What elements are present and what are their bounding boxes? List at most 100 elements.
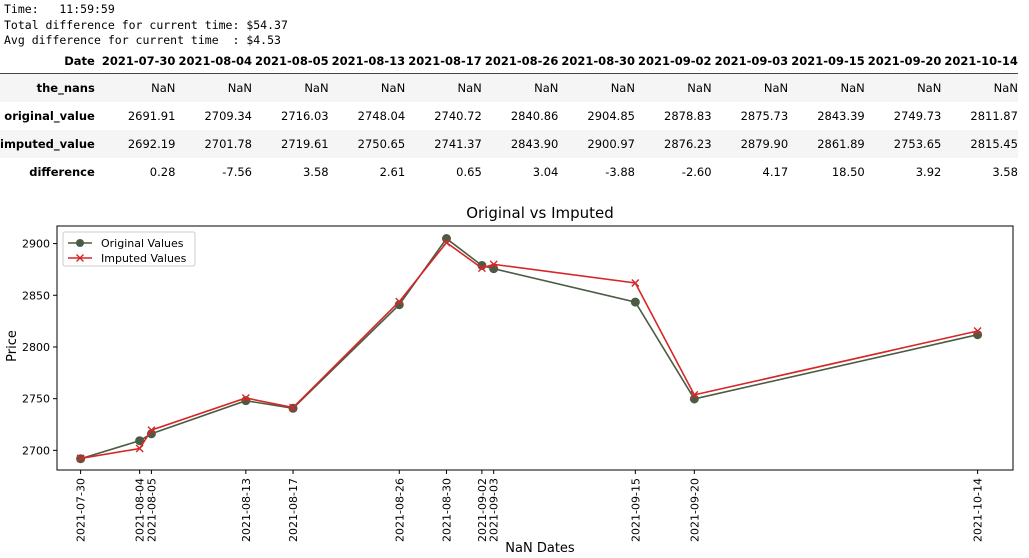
table-cell: -3.88	[605, 165, 635, 179]
legend-label: Original Values	[101, 237, 184, 250]
column-header: 2021-10-14	[941, 48, 1018, 74]
x-tick-label: 2021-09-15	[629, 478, 642, 542]
row-label: difference	[29, 165, 95, 179]
table-cell: NaN	[534, 81, 559, 95]
table-cell: NaN	[380, 81, 406, 95]
column-header: 2021-07-30	[98, 48, 176, 74]
table-cell: 2861.89	[817, 137, 865, 151]
dataframe-table: Date 2021-07-30 2021-08-04 2021-08-05 2021-…	[0, 48, 1018, 186]
table-cell: NaN	[993, 81, 1018, 95]
x-tick-label: 2021-08-26	[393, 478, 406, 542]
table-cell: 2815.45	[970, 137, 1018, 151]
line-chart: Original vs Imputed Price NaN Dates 2700…	[5, 204, 1014, 556]
table-cell: NaN	[304, 81, 329, 95]
data-point	[630, 297, 640, 307]
data-point	[241, 393, 250, 402]
table-cell: 2719.61	[281, 137, 329, 151]
table-cell: NaN	[763, 81, 789, 95]
series-line	[80, 237, 978, 460]
header-row: Date 2021-07-30 2021-08-04 2021-08-05 2021-…	[0, 48, 1018, 74]
table-body: the_nans NaN NaN NaN NaN NaN NaN NaN NaN NaN NaN Na…	[0, 73, 1018, 187]
table-cell: NaN	[227, 81, 252, 95]
column-header: 2021-08-30	[558, 48, 635, 74]
data-point	[442, 238, 451, 247]
table-cell: 2.61	[379, 165, 406, 179]
table-cell: 2753.65	[893, 137, 942, 151]
data-point	[477, 264, 486, 273]
y-tick-label: 2900	[22, 238, 50, 251]
column-header: 2021-09-15	[788, 48, 865, 74]
x-axis-label: NaN Dates	[505, 541, 575, 556]
data-point	[135, 444, 144, 453]
table-cell: 2843.39	[817, 109, 865, 123]
console-output: Time: 11:59:59 Total difference for curre…	[4, 2, 288, 49]
avg-difference-line: Avg difference for current time : $4.53	[4, 33, 281, 47]
table-cell: 2750.65	[357, 137, 406, 151]
x-tick-label: 2021-08-13	[240, 478, 253, 542]
legend-box	[62, 231, 196, 267]
data-point	[76, 454, 85, 463]
table-cell: 3.58	[302, 165, 329, 179]
x-tick-label: 2021-09-03	[488, 478, 501, 542]
legend-marker	[76, 239, 84, 247]
chart-title: Original vs Imputed	[466, 204, 614, 222]
column-header: 2021-08-04	[175, 48, 252, 74]
y-axis-label: Price	[5, 330, 20, 362]
x-tick-label: 2021-08-30	[440, 478, 453, 542]
data-point	[289, 403, 298, 412]
column-header: 2021-09-20	[864, 48, 942, 74]
plot-frame	[56, 225, 1014, 471]
series-line	[80, 241, 978, 460]
x-tick-label: 2021-08-05	[145, 478, 158, 542]
legend-marker	[76, 254, 84, 262]
table-cell: 2748.04	[357, 109, 406, 123]
table-cell: 18.50	[831, 165, 865, 179]
row-label: imputed_value	[0, 137, 95, 151]
table-cell: -2.60	[681, 165, 712, 179]
data-point	[395, 297, 404, 306]
data-point	[690, 390, 699, 399]
table-row: imputed_value 2692.19 2701.78 2719.61 2750.6…	[0, 130, 1018, 158]
table-cell: 2875.73	[740, 109, 789, 123]
table-cell: NaN	[151, 81, 176, 95]
table-cell: NaN	[457, 81, 482, 95]
x-tick-label: 2021-09-02	[476, 478, 489, 542]
data-point	[631, 278, 640, 287]
table-cell: 0.65	[456, 165, 482, 179]
table-cell: 2876.23	[664, 137, 712, 151]
data-point	[489, 260, 498, 269]
row-label: the_nans	[36, 81, 95, 95]
data-point	[147, 426, 156, 435]
x-tick-label: 2021-08-17	[287, 478, 300, 542]
legend-label: Imputed Values	[101, 252, 187, 265]
data-point	[441, 234, 451, 244]
column-header: 2021-08-05	[252, 48, 329, 74]
column-header: 2021-08-17	[405, 48, 482, 74]
total-difference-line: Total difference for current time: $54.3…	[4, 17, 288, 32]
x-tick-label: 2021-10-14	[972, 478, 985, 542]
table-cell: 3.04	[532, 165, 559, 179]
table-cell: 3.92	[915, 165, 942, 179]
table-cell: 2716.03	[281, 109, 329, 123]
table-row: original_value 2691.91 2709.34 2716.03 2748.…	[0, 102, 1018, 130]
table-cell: NaN	[917, 81, 942, 95]
column-header: 2021-09-03	[711, 48, 789, 74]
column-header: 2021-08-13	[328, 48, 406, 74]
table-cell: NaN	[840, 81, 865, 95]
x-tick-label: 2021-09-20	[688, 478, 701, 542]
data-point	[689, 394, 699, 404]
plot-area: 2700 2750 2800 2850 2900 2021-07-30 2021-08-04…	[22, 225, 1014, 542]
table-header: Date 2021-07-30 2021-08-04 2021-08-05 2021-…	[0, 48, 1018, 74]
table-cell: 3.58	[992, 165, 1018, 179]
table-cell: 2840.86	[510, 109, 559, 123]
y-tick-label: 2700	[22, 444, 50, 457]
x-tick-label: 2021-07-30	[75, 478, 88, 542]
table-cell: 2740.72	[434, 109, 482, 123]
x-tick-label: 2021-08-04	[134, 478, 147, 542]
table-cell: 2741.37	[434, 137, 482, 151]
table-cell: NaN	[610, 81, 635, 95]
table-cell: 4.17	[762, 165, 789, 179]
table-row: the_nans NaN NaN NaN NaN NaN NaN NaN NaN NaN NaN Na…	[0, 73, 1018, 102]
table-cell: 2878.83	[664, 109, 712, 123]
y-tick-label: 2750	[22, 393, 50, 406]
